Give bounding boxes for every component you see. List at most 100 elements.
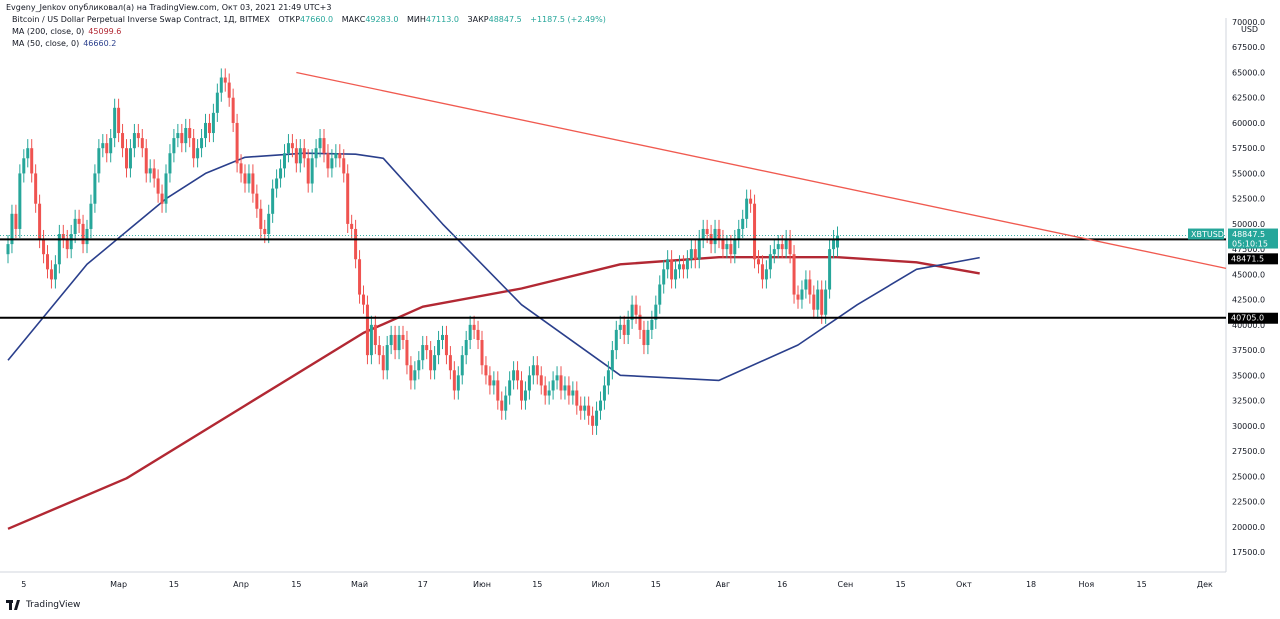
candle-body[interactable] — [73, 218, 77, 234]
candle-body[interactable] — [464, 340, 468, 356]
candle-body[interactable] — [626, 319, 630, 335]
candle-body[interactable] — [211, 112, 215, 134]
candle-body[interactable] — [705, 228, 709, 234]
candle-body[interactable] — [520, 380, 523, 401]
candle-body[interactable] — [614, 329, 618, 351]
time-axis[interactable]: 5 Мар 15 Апр 15 Май 17 Июн 15 Июл 15 Авг 16 Сен 15 Окт 1… — [21, 580, 1213, 589]
candle-body[interactable] — [437, 340, 441, 356]
candle-body[interactable] — [14, 213, 18, 229]
candle-body[interactable] — [591, 415, 595, 426]
candle-body[interactable] — [42, 239, 46, 255]
candle-body[interactable] — [148, 168, 152, 174]
candle-body[interactable] — [223, 77, 227, 83]
candle-body[interactable] — [168, 153, 172, 174]
candle-body[interactable] — [346, 173, 350, 224]
candle-body[interactable] — [117, 107, 121, 134]
candle-body[interactable] — [314, 148, 318, 159]
candle-body[interactable] — [306, 158, 310, 184]
candle-body[interactable] — [101, 143, 105, 149]
candle-body[interactable] — [294, 148, 298, 164]
candle-body[interactable] — [30, 148, 34, 174]
candle-body[interactable] — [227, 82, 231, 98]
candle-body[interactable] — [496, 380, 500, 401]
candle-body[interactable] — [421, 345, 425, 361]
candle-body[interactable] — [630, 304, 634, 320]
candle-body[interactable] — [271, 188, 275, 214]
candle-body[interactable] — [377, 345, 381, 356]
candle-body[interactable] — [330, 158, 334, 169]
candle-body[interactable] — [543, 385, 547, 396]
candle-body[interactable] — [34, 173, 38, 204]
candle-body[interactable] — [255, 193, 259, 209]
candle-body[interactable] — [650, 319, 654, 330]
candle-body[interactable] — [251, 173, 255, 194]
candle-body[interactable] — [22, 158, 26, 174]
candle-body[interactable] — [689, 249, 693, 260]
candle-body[interactable] — [685, 259, 689, 270]
candle-body[interactable] — [701, 228, 705, 240]
candle-body[interactable] — [634, 304, 638, 315]
candle-body[interactable] — [6, 244, 10, 255]
candle-body[interactable] — [200, 138, 204, 149]
candle-body[interactable] — [725, 244, 729, 250]
candle-body[interactable] — [595, 410, 599, 426]
candle-body[interactable] — [140, 138, 144, 149]
candle-body[interactable] — [674, 269, 678, 280]
candle-body[interactable] — [737, 228, 741, 240]
candle-body[interactable] — [65, 239, 69, 250]
candle-body[interactable] — [365, 304, 369, 356]
candle-body[interactable] — [571, 390, 575, 396]
candle-body[interactable] — [788, 239, 792, 255]
candle-body[interactable] — [808, 279, 812, 295]
candle-body[interactable] — [563, 385, 567, 391]
candle-body[interactable] — [176, 133, 180, 139]
candle-body[interactable] — [322, 138, 326, 154]
candle-body[interactable] — [757, 259, 760, 265]
candle-body[interactable] — [516, 370, 520, 381]
candle-body[interactable] — [575, 390, 579, 406]
candle-body[interactable] — [654, 304, 658, 320]
candle-body[interactable] — [456, 375, 460, 391]
candle-body[interactable] — [622, 324, 626, 335]
trendline-path[interactable] — [296, 71, 1227, 269]
candle-body[interactable] — [409, 365, 413, 381]
candle-body[interactable] — [678, 264, 681, 270]
candle-body[interactable] — [18, 173, 22, 229]
candle-body[interactable] — [326, 153, 330, 169]
candle-body[interactable] — [283, 153, 286, 169]
candle-body[interactable] — [666, 259, 670, 270]
candle-body[interactable] — [602, 385, 606, 401]
candle-body[interactable] — [46, 254, 49, 270]
candle-body[interactable] — [658, 284, 662, 305]
candle-body[interactable] — [472, 324, 476, 330]
candle-body[interactable] — [172, 138, 176, 154]
candle-body[interactable] — [745, 198, 749, 219]
candle-body[interactable] — [693, 249, 697, 260]
candle-body[interactable] — [717, 228, 721, 240]
candle-body[interactable] — [749, 198, 753, 204]
candle-body[interactable] — [792, 254, 796, 295]
candle-body[interactable] — [369, 324, 373, 356]
candle-body[interactable] — [444, 334, 448, 356]
trendline[interactable] — [296, 71, 1227, 269]
candle-body[interactable] — [53, 264, 57, 280]
candle-body[interactable] — [207, 122, 211, 134]
candle-body[interactable] — [523, 390, 527, 401]
candle-body[interactable] — [425, 345, 429, 351]
candle-body[interactable] — [215, 92, 219, 113]
ma50-legend[interactable]: MA (50, close, 0) 46660.2 — [12, 39, 116, 48]
candle-body[interactable] — [508, 380, 512, 396]
candle-body[interactable] — [81, 223, 85, 245]
candle-body[interactable] — [109, 138, 113, 154]
candle-body[interactable] — [816, 289, 820, 310]
candle-body[interactable] — [38, 203, 42, 240]
candle-body[interactable] — [184, 128, 188, 144]
candle-body[interactable] — [760, 264, 764, 280]
candle-body[interactable] — [180, 133, 184, 144]
candle-body[interactable] — [302, 148, 306, 159]
candle-body[interactable] — [389, 334, 393, 346]
candle-body[interactable] — [354, 228, 358, 260]
candle-body[interactable] — [105, 143, 109, 154]
candle-body[interactable] — [113, 107, 117, 139]
